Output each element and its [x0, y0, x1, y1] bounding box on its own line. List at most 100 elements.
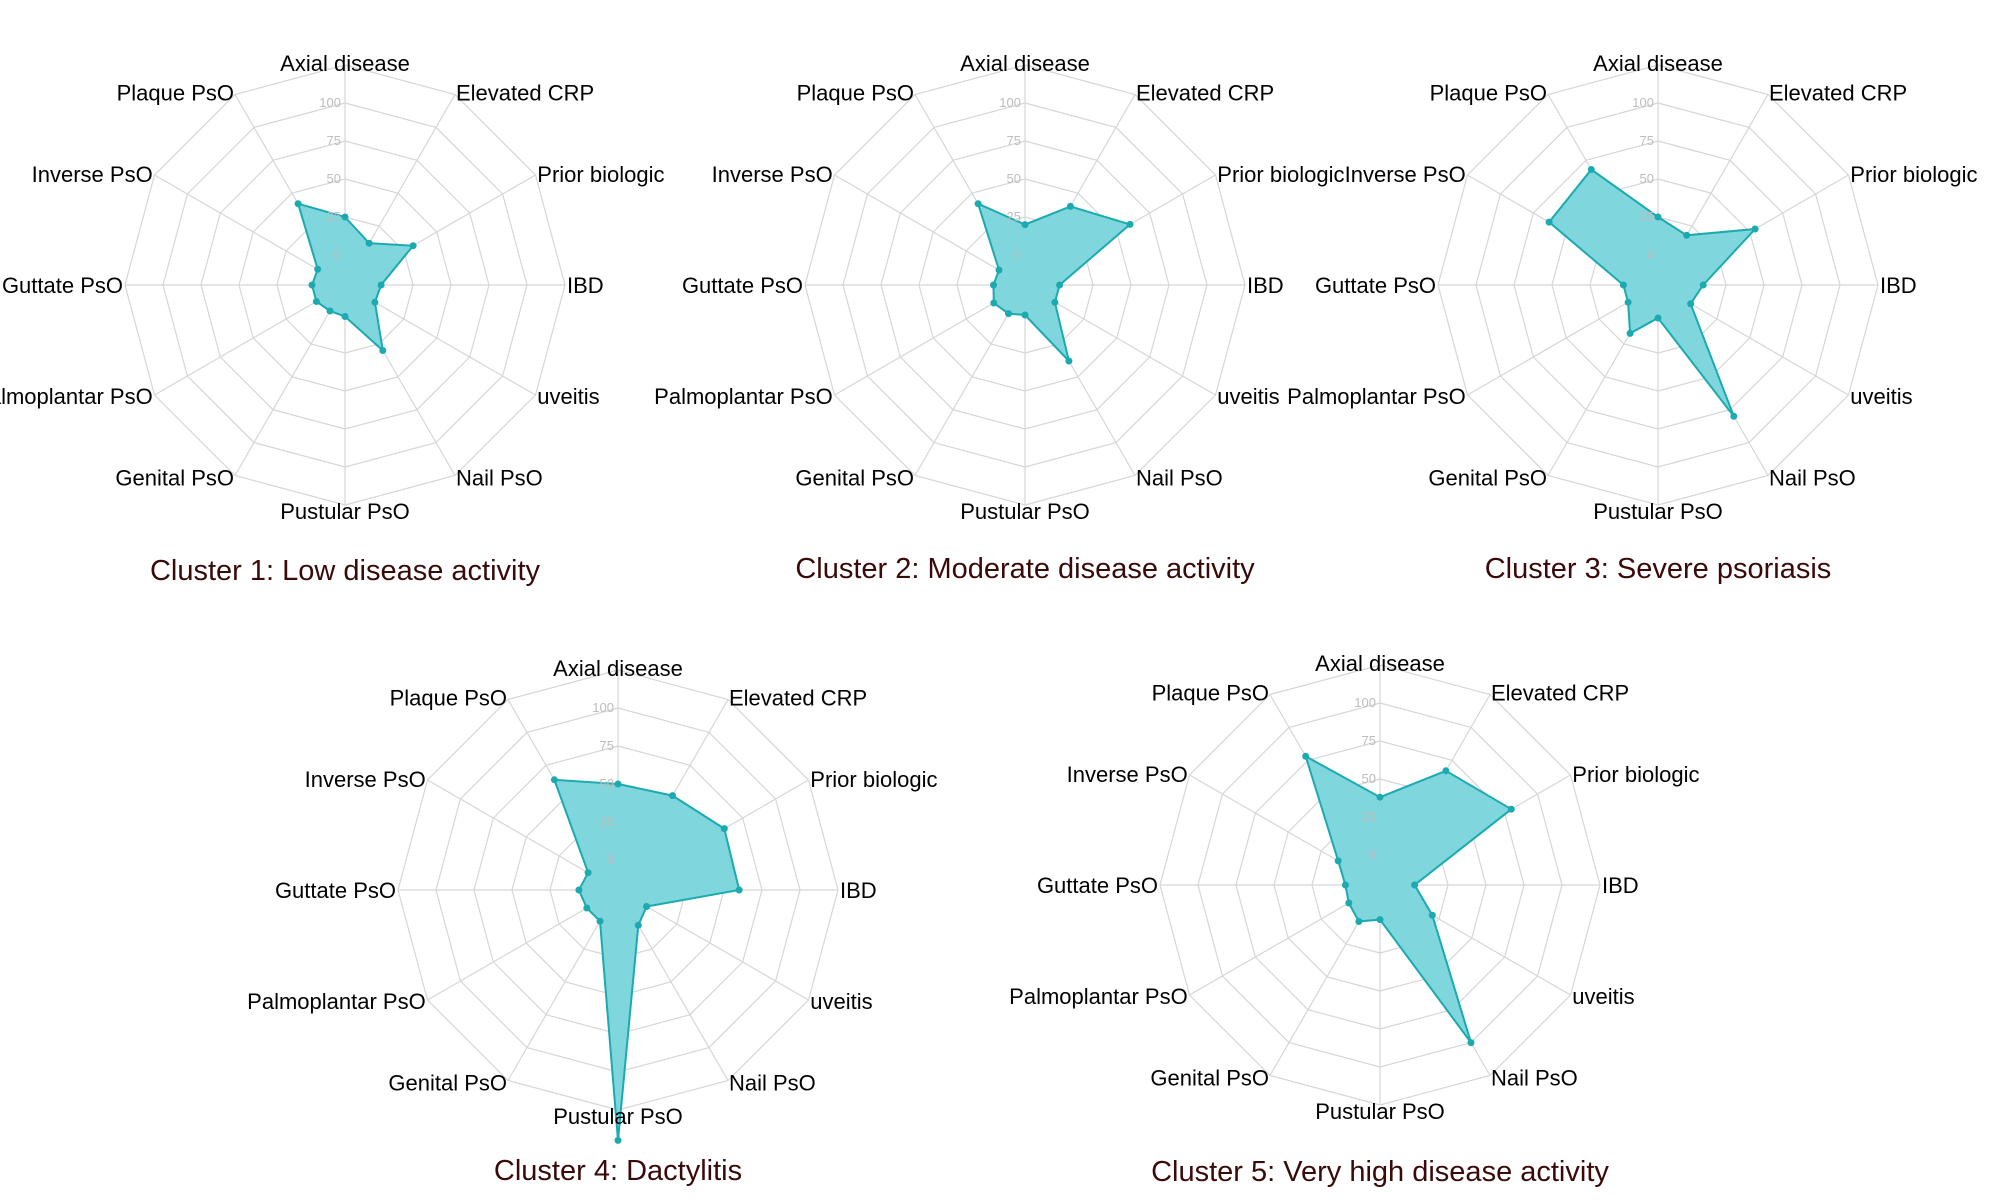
data-point-uveitis: [1687, 300, 1695, 308]
category-label: Inverse PsO: [305, 767, 426, 792]
data-point-nail-pso: [634, 921, 642, 929]
category-label: Pustular PsO: [280, 499, 410, 524]
data-point-nail-pso: [1730, 412, 1738, 420]
category-label: Prior biologic: [537, 162, 664, 187]
data-point-ibd: [377, 281, 385, 289]
data-point-axial-disease: [614, 780, 622, 788]
data-point-plaque-pso: [294, 200, 302, 208]
category-label: Guttate PsO: [2, 273, 123, 298]
data-point-uveitis: [371, 298, 379, 306]
category-label: Elevated CRP: [456, 81, 594, 106]
r-tick-label: 100: [1632, 95, 1654, 110]
category-label: Palmoplantar PsO: [1287, 384, 1466, 409]
data-point-elevated-crp: [365, 239, 373, 247]
r-tick-label: 25: [1640, 209, 1654, 224]
panel-title: Cluster 5: Very high disease activity: [1151, 1156, 1609, 1188]
panel-title: Cluster 2: Moderate disease activity: [795, 553, 1255, 585]
category-label: Inverse PsO: [712, 162, 833, 187]
data-area: [296, 202, 416, 354]
radar-panel-3: 0 25 50 75 100 Axial disease Elevated CRP Prior…: [1287, 51, 1977, 585]
category-label: Palmoplantar PsO: [0, 384, 153, 409]
category-label: Genital PsO: [1428, 465, 1547, 490]
r-tick-label: 0: [1647, 247, 1654, 262]
category-label: Nail PsO: [1136, 465, 1223, 490]
data-point-inverse-pso: [1334, 857, 1342, 865]
r-tick-label: 25: [1007, 209, 1021, 224]
category-label: Plaque PsO: [390, 686, 507, 711]
data-point-axial-disease: [341, 213, 349, 221]
data-point-guttate-pso: [1619, 281, 1627, 289]
grid-spoke: [154, 174, 346, 286]
r-tick-label: 0: [607, 852, 614, 867]
data-point-guttate-pso: [308, 281, 316, 289]
data-point-guttate-pso: [990, 281, 997, 289]
category-label: Prior biologic: [1217, 162, 1344, 187]
panel-title: Cluster 3: Severe psoriasis: [1485, 553, 1832, 585]
category-label: Guttate PsO: [1315, 273, 1436, 298]
data-point-prior-biologic: [1751, 225, 1759, 233]
data-point-prior-biologic: [720, 825, 728, 833]
data-point-pustular-pso: [1021, 311, 1029, 319]
category-label: Plaque PsO: [1152, 681, 1269, 706]
grid-spoke: [154, 284, 346, 396]
data-point-pustular-pso: [1376, 916, 1384, 924]
data-point-uveitis: [1428, 911, 1436, 919]
radar-panel-2: 0 25 50 75 100 Axial disease Elevated CRP Prior…: [654, 51, 1344, 585]
data-point-ibd: [1056, 281, 1064, 289]
category-label: Pustular PsO: [1315, 1099, 1445, 1124]
category-label: Axial disease: [280, 51, 410, 76]
category-label: Prior biologic: [1850, 162, 1977, 187]
data-point-palmoplantar-pso: [1345, 899, 1353, 907]
data-point-palmoplantar-pso: [583, 904, 591, 912]
r-tick-label: 25: [600, 814, 614, 829]
data-point-pustular-pso: [1654, 314, 1662, 322]
data-point-elevated-crp: [1683, 231, 1691, 239]
grid-spoke: [234, 284, 346, 476]
r-tick-label: 0: [334, 247, 341, 262]
category-label: IBD: [840, 878, 877, 903]
category-label: Inverse PsO: [1345, 162, 1466, 187]
data-point-uveitis: [1051, 298, 1059, 306]
data-point-pustular-pso: [341, 313, 349, 320]
data-point-genital-pso: [1626, 329, 1634, 337]
grid-spoke: [834, 174, 1026, 286]
data-point-genital-pso: [596, 917, 604, 925]
data-point-elevated-crp: [1066, 202, 1074, 210]
r-tick-label: 100: [1354, 695, 1376, 710]
category-label: Axial disease: [1315, 651, 1445, 676]
r-tick-label: 50: [1640, 171, 1654, 186]
category-label: Plaque PsO: [797, 81, 914, 106]
r-tick-label: 0: [1369, 847, 1376, 862]
category-label: Nail PsO: [456, 465, 543, 490]
category-label: Guttate PsO: [682, 273, 803, 298]
data-point-ibd: [1699, 281, 1707, 289]
r-tick-label: 75: [1007, 133, 1021, 148]
data-area: [976, 201, 1133, 365]
category-label: Plaque PsO: [1430, 81, 1547, 106]
r-tick-label: 100: [592, 700, 614, 715]
radar-panel-1: 0 25 50 75 100 Axial disease Elevated CRP Prior…: [0, 51, 664, 587]
data-point-nail-pso: [1467, 1039, 1475, 1047]
data-point-ibd: [735, 886, 743, 894]
r-tick-label: 25: [327, 209, 341, 224]
data-point-nail-pso: [379, 347, 387, 354]
category-label: Palmoplantar PsO: [1009, 984, 1188, 1009]
panel-title: Cluster 1: Low disease activity: [150, 555, 541, 587]
grid-spoke: [617, 889, 809, 1001]
data-point-palmoplantar-pso: [312, 298, 320, 305]
category-label: uveitis: [810, 989, 872, 1014]
category-label: uveitis: [1572, 984, 1634, 1009]
category-label: Prior biologic: [810, 767, 937, 792]
category-label: IBD: [567, 273, 604, 298]
category-label: Prior biologic: [1572, 762, 1699, 787]
data-point-prior-biologic: [409, 242, 417, 250]
category-label: Genital PsO: [795, 465, 914, 490]
data-point-inverse-pso: [314, 265, 322, 273]
category-label: Genital PsO: [115, 465, 234, 490]
data-point-genital-pso: [1005, 310, 1012, 318]
category-label: Inverse PsO: [32, 162, 153, 187]
data-point-genital-pso: [1355, 918, 1363, 925]
data-point-genital-pso: [326, 307, 334, 315]
r-tick-label: 50: [1362, 771, 1376, 786]
